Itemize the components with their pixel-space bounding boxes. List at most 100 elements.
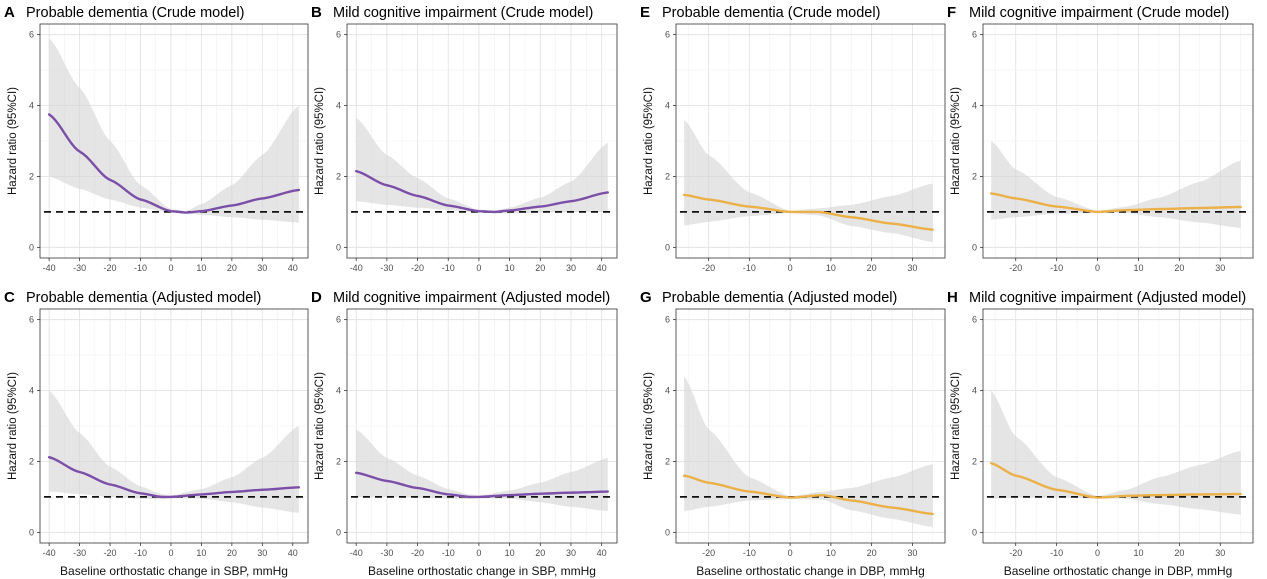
confidence-band — [49, 38, 299, 223]
x-tick-label: 10 — [196, 263, 206, 273]
y-tick-label: 6 — [665, 315, 670, 325]
plot-border — [982, 308, 1254, 544]
panel-c: -40 -30 -20 -10 0 10 20 30 40 0 2 4 6 Hazard ratio (9… — [4, 289, 309, 578]
panel-g: -20 -10 0 10 20 30 0 2 4 6 Hazard ratio (95%CI) Bas… — [640, 289, 946, 578]
y-tick-label: 0 — [972, 242, 977, 252]
panel-f: -20 -10 0 10 20 30 0 2 4 6 Hazard ratio (95%CI) F Mi… — [947, 4, 1254, 273]
x-tick-label: 40 — [288, 263, 298, 273]
x-tick-label: 30 — [1215, 263, 1225, 273]
x-tick-label: -10 — [134, 548, 147, 558]
x-tick-label: 0 — [788, 548, 793, 558]
confidence-band — [49, 390, 299, 513]
x-tick-label: -20 — [104, 263, 117, 273]
x-tick-label: 0 — [168, 548, 173, 558]
x-tick-label: -10 — [1050, 263, 1063, 273]
plot-border — [39, 23, 309, 259]
x-tick-label: 30 — [566, 263, 576, 273]
x-tick-label: 30 — [257, 263, 267, 273]
y-tick-label: 2 — [972, 456, 977, 466]
x-tick-label: -10 — [1050, 548, 1063, 558]
y-tick-label: 0 — [665, 527, 670, 537]
x-tick-label: 40 — [597, 263, 607, 273]
y-axis-label: Hazard ratio (95%CI) — [950, 87, 962, 195]
y-tick-label: 0 — [29, 242, 34, 252]
x-axis-label: Baseline orthostatic change in DBP, mmHg — [696, 564, 925, 578]
confidence-band — [991, 390, 1241, 515]
y-tick-label: 2 — [336, 456, 341, 466]
y-tick-label: 0 — [972, 527, 977, 537]
x-tick-label: -20 — [1009, 263, 1022, 273]
x-tick-label: -20 — [104, 548, 117, 558]
y-axis-label: Hazard ratio (95%CI) — [314, 372, 326, 480]
panel-h: -20 -10 0 10 20 30 0 2 4 6 Hazard ratio (95%CI) Bas… — [947, 289, 1254, 578]
y-tick-label: 2 — [665, 171, 670, 181]
x-tick-label: 10 — [826, 548, 836, 558]
x-tick-label: 20 — [1174, 548, 1184, 558]
panel-a: -40 -30 -20 -10 0 10 20 30 40 0 2 4 6 Hazard ratio (9… — [4, 4, 309, 273]
y-tick-label: 4 — [665, 101, 670, 111]
x-tick-label: -40 — [43, 548, 56, 558]
x-tick-label: -10 — [134, 263, 147, 273]
x-tick-label: 10 — [1133, 263, 1143, 273]
panel-b: -40 -30 -20 -10 0 10 20 30 40 0 2 4 6 Hazard ratio (9… — [311, 4, 618, 273]
confidence-band — [356, 117, 608, 214]
confidence-band — [684, 376, 933, 528]
x-tick-label: -40 — [43, 263, 56, 273]
y-axis-label: Hazard ratio (95%CI) — [7, 372, 19, 480]
hazard-ratio-line — [47, 456, 301, 499]
y-tick-label: 4 — [972, 386, 977, 396]
y-tick-label: 4 — [972, 101, 977, 111]
y-tick-label: 0 — [665, 242, 670, 252]
x-tick-label: 10 — [196, 548, 206, 558]
x-tick-label: -20 — [411, 548, 424, 558]
x-tick-label: 20 — [535, 263, 545, 273]
y-axis-label: Hazard ratio (95%CI) — [7, 87, 19, 195]
x-tick-label: 0 — [1095, 263, 1100, 273]
x-tick-label: 0 — [476, 548, 481, 558]
y-tick-label: 2 — [336, 171, 341, 181]
plot-border — [982, 23, 1254, 259]
panel-title: Mild cognitive impairment (Crude model) — [969, 5, 1229, 21]
x-axis-label: Baseline orthostatic change in DBP, mmHg — [1004, 564, 1233, 578]
x-axis-label: Baseline orthostatic change in SBP, mmHg — [368, 564, 596, 578]
x-tick-label: -20 — [411, 263, 424, 273]
y-tick-label: 4 — [336, 386, 341, 396]
y-axis-label: Hazard ratio (95%CI) — [643, 372, 655, 480]
y-tick-label: 2 — [665, 456, 670, 466]
panel-letter: E — [640, 4, 650, 21]
y-tick-label: 2 — [972, 171, 977, 181]
x-tick-label: 30 — [907, 263, 917, 273]
y-tick-label: 6 — [336, 30, 341, 40]
panel-title: Probable dementia (Adjusted model) — [26, 290, 261, 306]
x-tick-label: -20 — [702, 548, 715, 558]
x-tick-label: 30 — [566, 548, 576, 558]
plot-border — [346, 308, 618, 544]
y-tick-label: 0 — [336, 527, 341, 537]
x-tick-label: -40 — [350, 548, 363, 558]
panel-title: Probable dementia (Adjusted model) — [662, 290, 897, 306]
x-tick-label: 30 — [1215, 548, 1225, 558]
x-tick-label: 20 — [535, 548, 545, 558]
y-tick-label: 6 — [29, 315, 34, 325]
y-tick-label: 6 — [29, 30, 34, 40]
x-tick-label: 0 — [168, 263, 173, 273]
y-tick-label: 4 — [29, 386, 34, 396]
x-tick-label: -20 — [1009, 548, 1022, 558]
panel-e: -20 -10 0 10 20 30 0 2 4 6 Hazard ratio (95%CI) E Pr… — [640, 4, 946, 273]
x-axis-label: Baseline orthostatic change in SBP, mmHg — [60, 564, 288, 578]
panel-letter: A — [4, 4, 15, 21]
x-tick-label: 20 — [867, 548, 877, 558]
y-tick-label: 4 — [665, 386, 670, 396]
y-axis-label: Hazard ratio (95%CI) — [643, 87, 655, 195]
x-tick-label: 40 — [597, 548, 607, 558]
hazard-ratio-line — [355, 169, 609, 214]
x-tick-label: 30 — [257, 548, 267, 558]
x-tick-label: 0 — [1095, 548, 1100, 558]
x-tick-label: -30 — [73, 548, 86, 558]
y-axis-label: Hazard ratio (95%CI) — [950, 372, 962, 480]
panel-letter: C — [4, 289, 15, 306]
panel-title: Probable dementia (Crude model) — [26, 5, 244, 21]
panel-d: -40 -30 -20 -10 0 10 20 30 40 0 2 4 6 Hazard ratio (9… — [311, 289, 618, 578]
